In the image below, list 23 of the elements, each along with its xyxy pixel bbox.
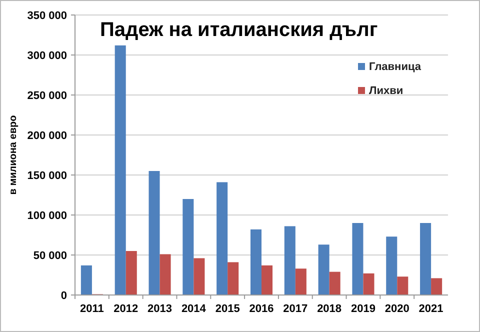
x-tick-label: 2018 xyxy=(317,303,342,315)
x-tick-label: 2013 xyxy=(148,303,172,315)
legend-label: Лихви xyxy=(369,85,404,97)
x-tick-label: 2019 xyxy=(350,303,376,315)
x-tick-label: 2012 xyxy=(114,303,138,315)
y-tick-label: 150 000 xyxy=(27,170,67,182)
x-tick-label: 2015 xyxy=(215,303,240,315)
x-tick-label: 2020 xyxy=(384,303,410,315)
y-tick-label: 250 000 xyxy=(27,90,67,102)
legend-label: Главница xyxy=(369,61,422,73)
x-tick-label: 2011 xyxy=(80,303,104,315)
y-tick-label: 100 000 xyxy=(27,210,67,222)
x-tick-label: 2014 xyxy=(181,303,207,315)
y-tick-label: 0 xyxy=(60,290,67,302)
x-tick-label: 2021 xyxy=(418,303,444,315)
x-tick-label: 2016 xyxy=(249,303,274,315)
y-tick-label: 200 000 xyxy=(27,130,67,142)
x-tick-label: 2017 xyxy=(283,303,308,315)
y-tick-label: 350 000 xyxy=(27,10,67,22)
y-tick-label: 50 000 xyxy=(33,250,67,262)
chart-title: Падеж на италианския дълг xyxy=(100,19,378,41)
y-axis-title: в милиона евро xyxy=(8,115,19,195)
y-tick-label: 300 000 xyxy=(27,50,67,62)
